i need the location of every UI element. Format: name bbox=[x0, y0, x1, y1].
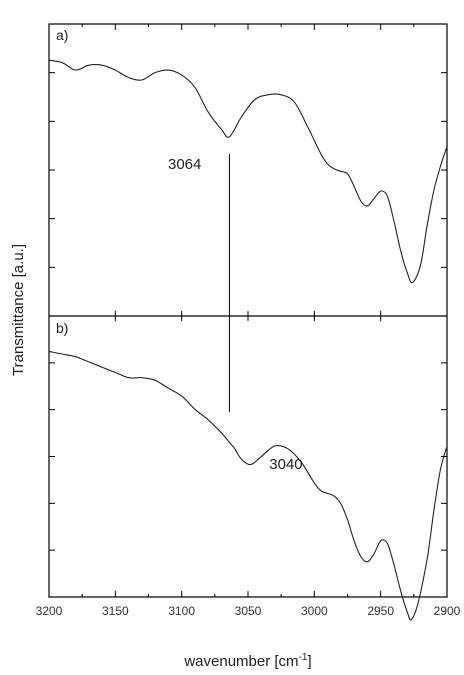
x-axis-label-main: wavenumber [cm bbox=[183, 653, 298, 670]
peak-label-3040: 3040 bbox=[269, 456, 302, 473]
series-line-a bbox=[48, 59, 448, 284]
ticks-layer: 3200 3150 3100 3050 3000 2950 2900 bbox=[36, 24, 461, 618]
x-axis-label-close: ] bbox=[307, 653, 311, 670]
x-tick-label: 3150 bbox=[102, 604, 129, 618]
peak-label-3064: 3064 bbox=[168, 156, 201, 173]
series-line-b bbox=[48, 350, 448, 621]
x-tick-label: 2900 bbox=[434, 604, 461, 618]
x-axis-label-superscript: -1 bbox=[299, 652, 308, 663]
plot-frame bbox=[48, 23, 448, 598]
x-tick-label: 3050 bbox=[235, 604, 262, 618]
x-tick-label: 2950 bbox=[367, 604, 394, 618]
panel-label-b: b) bbox=[56, 320, 68, 336]
x-tick-label: 3100 bbox=[168, 604, 195, 618]
spectrum-panel-b bbox=[48, 350, 448, 621]
x-axis-label: wavenumber [cm-1] bbox=[183, 652, 311, 670]
spectrum-panel-a bbox=[48, 59, 448, 284]
axes-layer bbox=[48, 23, 448, 598]
x-tick-label: 3200 bbox=[36, 604, 63, 618]
y-axis-label: Transmittance [a.u.] bbox=[10, 244, 27, 376]
x-tick-label: 3000 bbox=[301, 604, 328, 618]
panel-label-a: a) bbox=[56, 27, 68, 43]
